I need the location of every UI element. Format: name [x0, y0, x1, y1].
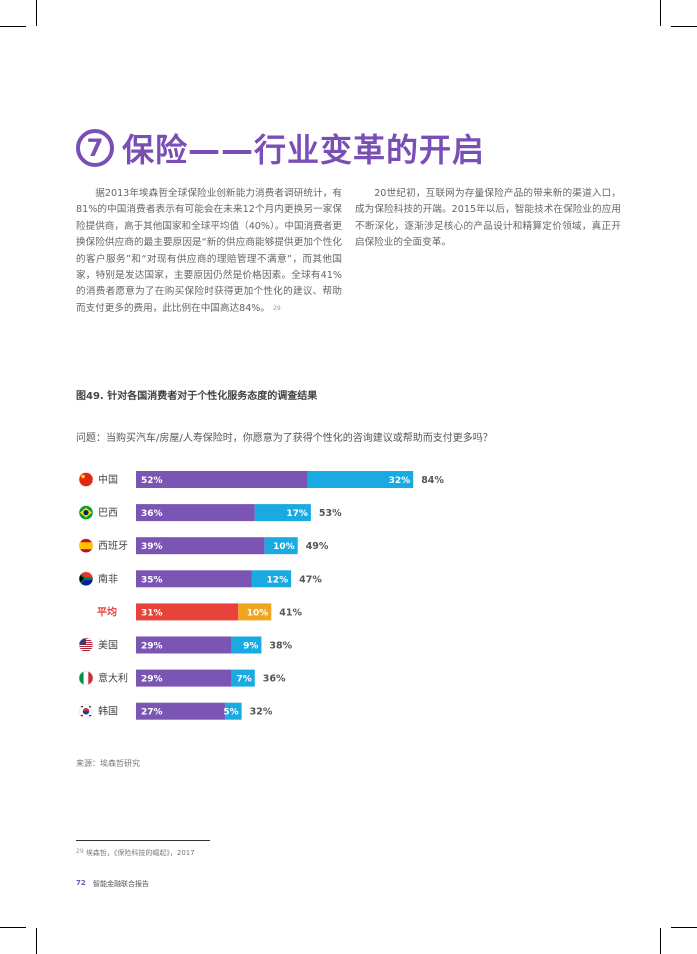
bar-value-label: 10%: [273, 542, 295, 552]
crop-mark: [0, 26, 26, 27]
total-label: 32%: [250, 707, 273, 718]
china-flag-icon: [78, 472, 94, 487]
category-label: 巴西: [98, 507, 118, 519]
bar-value-label: 31%: [141, 608, 163, 618]
bar-segment-2: [254, 504, 311, 522]
figure-title: 图49. 针对各国消费者对于个性化服务态度的调查结果: [76, 391, 318, 402]
bar-segment-1: [136, 570, 252, 588]
report-title: 智能金融联合报告: [93, 880, 149, 888]
bar-value-label: 9%: [243, 642, 258, 652]
body-right-text: 20世纪初，互联网为存量保险产品的带来新的渠道入口，成为保险科技的开端。2015…: [355, 188, 621, 249]
page-number: 72: [76, 879, 86, 887]
bar-segment-1: [136, 471, 308, 488]
bar-value-label: 39%: [141, 542, 163, 552]
section-title: 7 保险——行业变革的开启: [76, 124, 485, 172]
crop-mark: [671, 927, 697, 928]
bar-segment-1: [136, 669, 232, 687]
bar-value-label: 35%: [141, 575, 163, 585]
bar-segment-2: [264, 537, 298, 555]
figure-source: 来源：埃森哲研究: [76, 759, 140, 768]
total-label: 84%: [421, 475, 444, 486]
bar-value-label: 29%: [141, 642, 163, 652]
bar-segment-1: [136, 603, 239, 621]
footnote-text: 埃森哲，《保险科技的崛起》，2017: [85, 849, 195, 857]
total-label: 47%: [299, 574, 322, 585]
category-label: 西班牙: [98, 540, 128, 552]
category-label: 中国: [98, 473, 118, 486]
survey-question: 问题：当购买汽车/房屋/人寿保险时，你愿意为了获得个性化的咨询建议或帮助而支付更…: [76, 433, 493, 444]
bar-value-label: 7%: [237, 675, 252, 685]
bar-segment-1: [136, 702, 226, 720]
bar-value-label: 12%: [267, 575, 289, 585]
italy-flag-icon: [78, 670, 94, 686]
bar-value-label: 17%: [286, 509, 308, 519]
bar-value-label: 27%: [141, 708, 163, 718]
bar-value-label: 10%: [247, 608, 269, 618]
category-label: 平均: [97, 605, 117, 618]
category-label: 南非: [98, 572, 118, 585]
crop-mark: [660, 928, 661, 954]
stacked-bar-chart: 中国 52% 32% 84% 巴西 36% 17% 53% 西班牙 39% 10% 49% 南非 35% 1…: [78, 471, 444, 720]
bar-value-label: 32%: [389, 476, 411, 486]
bar-segment-1: [136, 504, 255, 522]
bar-value-label: 36%: [141, 509, 163, 519]
category-label: 意大利: [98, 672, 128, 685]
footnote-divider: [76, 840, 210, 841]
total-label: 36%: [263, 674, 286, 685]
spain-flag-icon: [78, 538, 94, 553]
usa-flag-icon: [78, 637, 94, 653]
footnote: 29 埃森哲，《保险科技的崛起》，2017: [76, 848, 195, 858]
category-label: 韩国: [98, 705, 118, 718]
footnote-ref: 29: [273, 304, 281, 312]
bar-value-label: 29%: [141, 675, 163, 685]
body-right-column: 20世纪初，互联网为存量保险产品的带来新的渠道入口，成为保险科技的开端。2015…: [355, 186, 621, 252]
crop-mark: [36, 928, 37, 954]
crop-mark: [660, 0, 661, 26]
south-africa-flag-icon: [78, 571, 94, 587]
bar-segment-2: [307, 471, 414, 488]
crop-mark: [0, 927, 26, 928]
bar-segment-1: [136, 537, 265, 555]
crop-mark: [671, 26, 697, 27]
body-left-text: 据2013年埃森哲全球保险业创新能力消费者调研统计，有81%的中国消费者表示有可…: [76, 188, 342, 314]
total-label: 38%: [269, 641, 292, 652]
crop-mark: [36, 0, 37, 26]
footnote-marker: 29: [76, 848, 84, 855]
total-label: 41%: [279, 607, 302, 618]
category-label: 美国: [98, 639, 118, 652]
bar-segment-2: [231, 669, 255, 687]
body-left-column: 据2013年埃森哲全球保险业创新能力消费者调研统计，有81%的中国消费者表示有可…: [76, 186, 342, 317]
bar-segment-1: [136, 636, 232, 654]
bar-value-label: 52%: [141, 476, 163, 486]
bar-segment-2: [225, 702, 242, 720]
bar-segment-2: [231, 636, 262, 654]
bar-segment-2: [238, 603, 272, 621]
korea-flag-icon: [78, 703, 94, 719]
section-heading: 保险——行业变革的开启: [122, 131, 486, 169]
brazil-flag-icon: [78, 505, 94, 520]
section-number: 7: [76, 129, 114, 167]
total-label: 53%: [319, 508, 342, 519]
bar-segment-2: [251, 570, 292, 588]
total-label: 49%: [306, 541, 329, 552]
bar-value-label: 5%: [223, 708, 238, 718]
